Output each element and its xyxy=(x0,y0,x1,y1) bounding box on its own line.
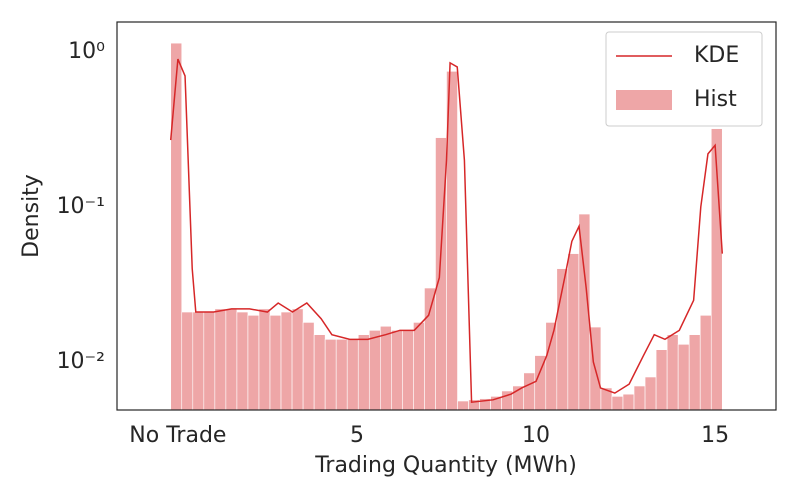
hist-bar xyxy=(247,315,260,411)
hist-bar xyxy=(666,334,679,411)
plot-area xyxy=(169,42,724,411)
hist-bar xyxy=(291,308,304,411)
hist-bar xyxy=(368,330,381,411)
hist-bar xyxy=(424,287,436,411)
hist-bar xyxy=(655,349,668,411)
hist-bar xyxy=(699,315,712,411)
x-tick-label: No Trade xyxy=(129,423,226,448)
hist-bar xyxy=(391,330,403,411)
hist-bar xyxy=(402,330,414,411)
hist-bar xyxy=(313,334,326,411)
y-axis-label: Density xyxy=(19,174,44,258)
kde-line xyxy=(169,58,724,404)
y-tick-label: 10⁻¹ xyxy=(57,194,105,219)
hist-bar xyxy=(677,344,690,411)
hist-bar xyxy=(258,308,271,411)
y-tick-label: 10⁰ xyxy=(68,39,105,64)
hist-bar xyxy=(236,311,249,411)
hist-bar xyxy=(181,311,194,411)
hist-bar xyxy=(335,339,348,411)
hist-bar xyxy=(357,334,370,411)
hist-bar xyxy=(611,396,624,411)
hist-bar xyxy=(170,42,183,411)
y-tick-label: 10⁻² xyxy=(57,349,105,374)
hist-bar xyxy=(545,322,558,411)
hist-bar xyxy=(346,339,359,411)
hist-bar xyxy=(302,322,315,411)
hist-bar xyxy=(633,385,646,411)
hist-bar xyxy=(688,334,701,411)
hist-bar xyxy=(214,308,227,411)
x-tick-label: 5 xyxy=(350,423,364,448)
x-tick-label: 10 xyxy=(522,423,550,448)
hist-bar xyxy=(413,322,425,411)
legend: KDE Hist xyxy=(605,31,763,127)
hist-bar xyxy=(269,315,282,411)
hist-bar xyxy=(192,311,205,411)
hist-bar xyxy=(567,253,580,411)
hist-bar xyxy=(644,376,657,411)
hist-bar xyxy=(523,372,536,411)
legend-label: KDE xyxy=(694,43,739,68)
hist-bar xyxy=(225,308,238,411)
hist-bar xyxy=(324,339,337,411)
hist-bar xyxy=(203,311,216,411)
hist-bar xyxy=(380,325,392,411)
x-axis-label: Trading Quantity (MWh) xyxy=(314,453,577,478)
legend-label: Hist xyxy=(694,87,737,112)
x-tick-label: 15 xyxy=(701,423,729,448)
hist-bar xyxy=(622,393,635,411)
legend-swatch xyxy=(616,90,672,110)
hist-bar xyxy=(280,311,293,411)
hist-bar xyxy=(457,400,469,411)
plot-frame xyxy=(116,21,777,411)
